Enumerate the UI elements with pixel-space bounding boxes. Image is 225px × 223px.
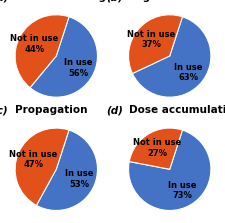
Wedge shape <box>129 128 182 169</box>
Text: Propagation: Propagation <box>15 105 87 116</box>
Text: Not in use
27%: Not in use 27% <box>133 138 180 158</box>
Wedge shape <box>15 128 69 205</box>
Wedge shape <box>132 17 210 97</box>
Text: (d): (d) <box>105 105 122 116</box>
Wedge shape <box>30 17 97 97</box>
Text: (b): (b) <box>105 0 122 2</box>
Text: (c): (c) <box>0 105 8 116</box>
Text: In use
53%: In use 53% <box>64 169 93 189</box>
Text: In use
63%: In use 63% <box>173 63 202 82</box>
Text: Dose accumulation: Dose accumulation <box>128 105 225 116</box>
Text: In use
56%: In use 56% <box>63 58 92 78</box>
Text: In use
73%: In use 73% <box>167 181 196 200</box>
Text: (a): (a) <box>0 0 9 2</box>
Text: Deformed image: Deformed image <box>15 0 113 2</box>
Wedge shape <box>128 15 182 74</box>
Text: Not in use
37%: Not in use 37% <box>126 30 175 49</box>
Text: Not in use
47%: Not in use 47% <box>9 150 57 169</box>
Wedge shape <box>15 15 69 88</box>
Text: Not in use
44%: Not in use 44% <box>10 34 59 54</box>
Text: Segmentation: Segmentation <box>128 0 210 2</box>
Wedge shape <box>128 130 210 211</box>
Wedge shape <box>36 130 97 211</box>
